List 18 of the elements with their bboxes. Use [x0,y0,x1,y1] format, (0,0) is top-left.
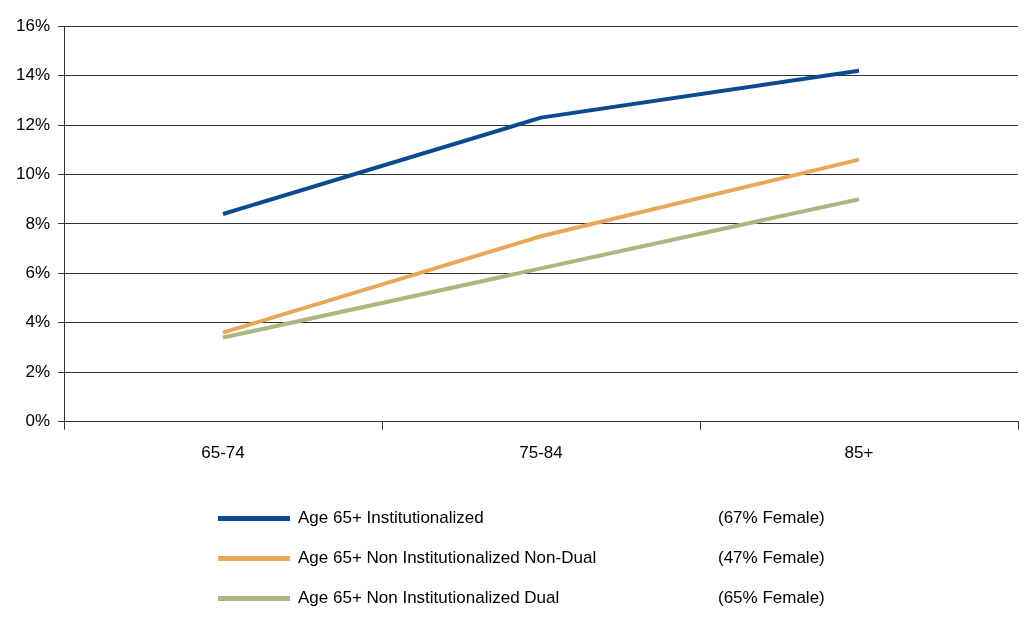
y-tick-label: 8% [25,213,51,233]
y-tick-label: 12% [15,114,51,134]
x-tick-label: 85+ [844,443,874,463]
y-tick-label: 14% [15,65,51,85]
x-tick-label: 75-84 [519,443,563,463]
y-tick-label: 6% [25,263,51,283]
y-tick-label: 4% [25,312,51,332]
text: (67% Female) [718,508,825,528]
y-tick-label: 10% [15,164,51,184]
y-tick-label: 2% [25,361,51,381]
text: (47% Female) [718,548,825,568]
y-tick-label: 0% [25,411,51,431]
x-tick-label: 65-74 [201,443,245,463]
y-tick-label: 16% [15,15,51,35]
legend-label: Age 65+ Non Institutionalized Dual [298,588,561,608]
legend-label: Age 65+ Non Institutionalized Non-Dual [298,548,598,568]
legend-label: Age 65+ Institutionalized [298,508,485,528]
text: (65% Female) [718,588,825,608]
